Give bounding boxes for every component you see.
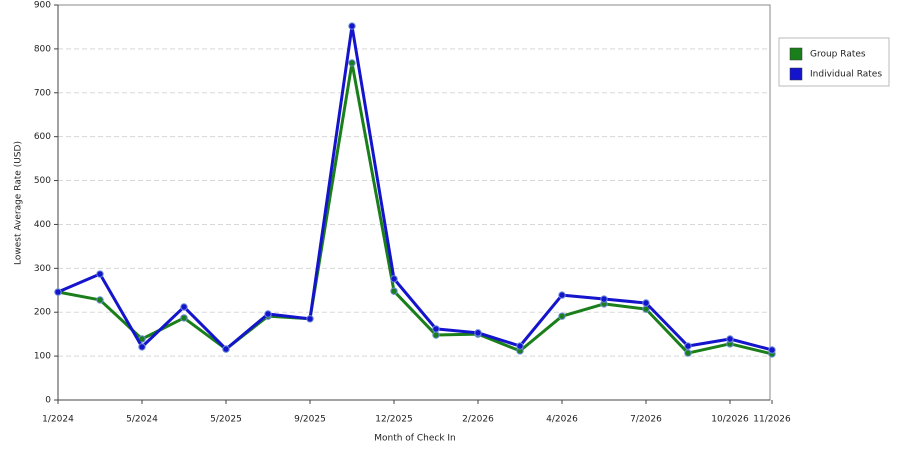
data-point — [180, 303, 188, 311]
data-point — [348, 22, 356, 30]
x-tick-label: 5/2025 — [210, 415, 242, 425]
x-tick-label: 12/2025 — [375, 415, 412, 425]
data-point — [684, 342, 692, 350]
data-point — [600, 295, 608, 303]
y-tick-label: 100 — [34, 352, 51, 362]
data-point — [180, 314, 188, 322]
legend-swatch — [789, 47, 803, 61]
y-tick-label: 300 — [34, 264, 51, 274]
y-tick-label: 500 — [34, 176, 51, 186]
x-tick-label: 10/2026 — [711, 415, 749, 425]
data-point — [96, 296, 104, 304]
x-tick-label: 11/2026 — [753, 415, 791, 425]
plot-area — [57, 4, 771, 401]
y-tick-label: 0 — [45, 396, 51, 406]
y-tick-label: 400 — [34, 220, 51, 230]
x-axis-label: Month of Check In — [374, 434, 456, 444]
data-point — [432, 325, 440, 333]
x-tick-label: 7/2026 — [630, 415, 662, 425]
data-point — [558, 312, 566, 320]
data-point — [138, 343, 146, 351]
data-point — [432, 331, 440, 339]
x-tick-label: 5/2024 — [126, 415, 158, 425]
data-point — [558, 291, 566, 299]
data-point — [516, 342, 524, 350]
y-axis-label: Lowest Average Rate (USD) — [14, 141, 24, 265]
data-point — [348, 59, 356, 67]
series-line — [57, 61, 773, 356]
data-point — [768, 346, 776, 354]
x-tick-label: 2/2026 — [462, 415, 494, 425]
data-point — [390, 287, 398, 295]
series-line — [57, 24, 773, 352]
data-point — [726, 335, 734, 343]
data-point — [684, 349, 692, 357]
y-tick-label: 600 — [34, 132, 51, 142]
data-point — [306, 315, 314, 323]
data-point — [390, 275, 398, 283]
data-point — [642, 299, 650, 307]
legend-label: Group Rates — [810, 50, 866, 60]
x-tick-label: 4/2026 — [546, 415, 578, 425]
x-tick-label: 1/2024 — [42, 415, 74, 425]
y-tick-label: 200 — [34, 308, 51, 318]
data-point — [222, 345, 230, 353]
x-tick-label: 9/2025 — [294, 415, 326, 425]
legend-swatch — [789, 67, 803, 81]
legend-label: Individual Rates — [810, 70, 882, 80]
data-point — [96, 270, 104, 278]
data-point — [54, 288, 62, 296]
data-point — [264, 310, 272, 318]
y-tick-label: 900 — [34, 1, 51, 11]
data-point — [474, 329, 482, 337]
y-tick-label: 800 — [34, 44, 51, 54]
y-tick-label: 700 — [34, 88, 51, 98]
